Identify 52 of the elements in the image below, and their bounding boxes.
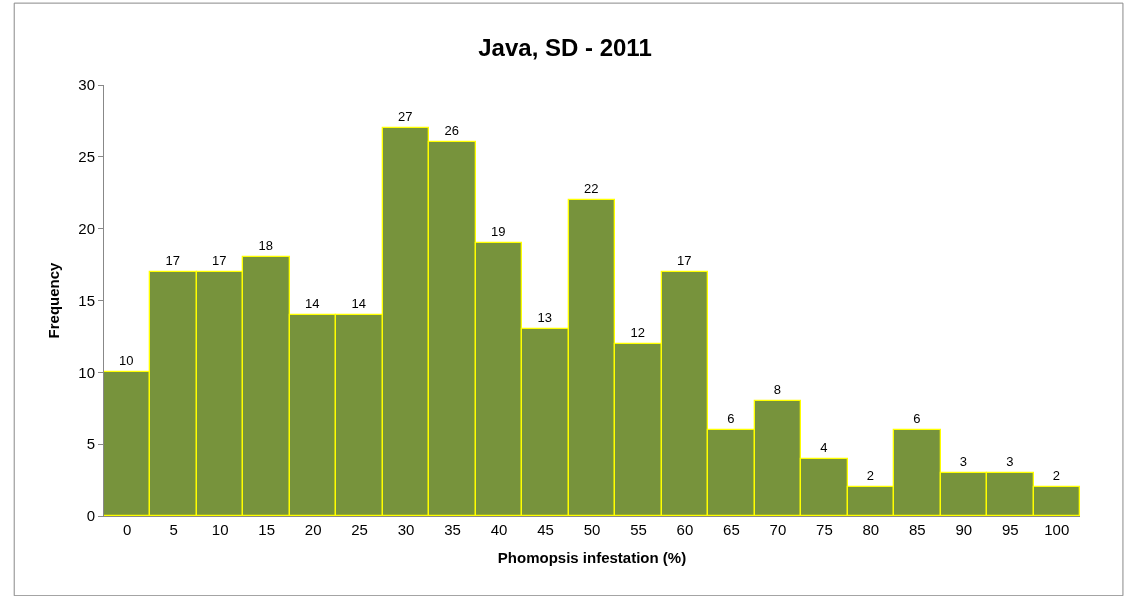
x-tick-label: 0 [123,521,132,538]
x-tick-label: 80 [862,521,880,538]
data-label: 8 [773,382,781,398]
y-tick-label: 25 [78,148,95,166]
x-tick-label: 10 [211,521,229,538]
y-tick-label: 15 [78,291,95,309]
x-tick-label: 15 [258,521,276,538]
x-axis-title: Phomopsis infestation (%) [497,549,687,566]
data-label: 6 [727,411,735,427]
data-label: 4 [820,440,828,456]
x-tick-label: 5 [169,521,178,538]
data-label: 26 [444,123,460,139]
data-label: 10 [119,353,134,369]
x-tick-label: 90 [955,521,973,538]
data-label: 14 [305,296,320,312]
x-tick-label: 70 [769,521,787,538]
data-label: 22 [584,181,599,197]
x-tick-label: 30 [397,521,415,538]
x-tick-label: 65 [723,521,740,538]
data-label: 17 [677,253,692,269]
x-tick-label: 45 [537,521,554,538]
data-label: 2 [1052,468,1060,484]
x-tick-label: 25 [351,521,368,538]
x-tick-label: 100 [1044,521,1070,538]
x-tick-label: 60 [676,521,694,538]
y-tick-label: 5 [86,435,95,453]
y-tick-label: 0 [86,507,95,525]
data-label: 19 [491,224,506,240]
y-axis-title: Frequency [44,261,62,339]
x-tick-label: 75 [816,521,833,538]
data-label: 2 [866,468,874,484]
data-label: 6 [913,411,921,427]
data-label: 3 [959,454,967,470]
data-label: 17 [165,253,181,269]
x-tick-label: 35 [444,521,461,538]
y-tick-label: 10 [78,363,95,381]
y-tick-label: 30 [78,76,95,94]
x-tick-label: 40 [490,521,508,538]
x-tick-label: 95 [1001,521,1019,538]
data-label: 17 [212,253,227,269]
data-label: 27 [398,109,413,125]
data-label: 3 [1006,454,1014,470]
x-tick-label: 20 [304,521,322,538]
data-label: 18 [258,238,274,254]
y-tick-label: 20 [78,219,95,237]
x-tick-label: 85 [908,521,926,538]
data-label: 12 [630,325,646,341]
chart-title: Java, SD - 2011 [478,33,652,61]
x-tick-label: 50 [583,521,601,538]
data-label: 14 [351,296,367,312]
data-label: 13 [537,310,553,326]
x-tick-label: 55 [630,521,647,538]
